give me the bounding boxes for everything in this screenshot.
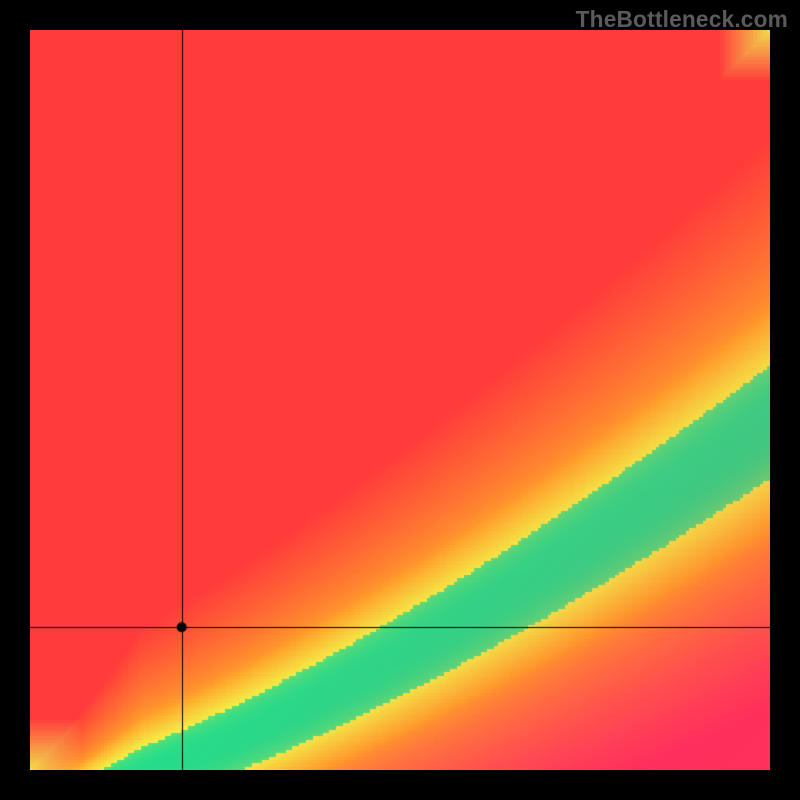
bottleneck-heatmap — [30, 30, 770, 770]
watermark-text: TheBottleneck.com — [576, 6, 788, 33]
figure-container: TheBottleneck.com — [0, 0, 800, 800]
